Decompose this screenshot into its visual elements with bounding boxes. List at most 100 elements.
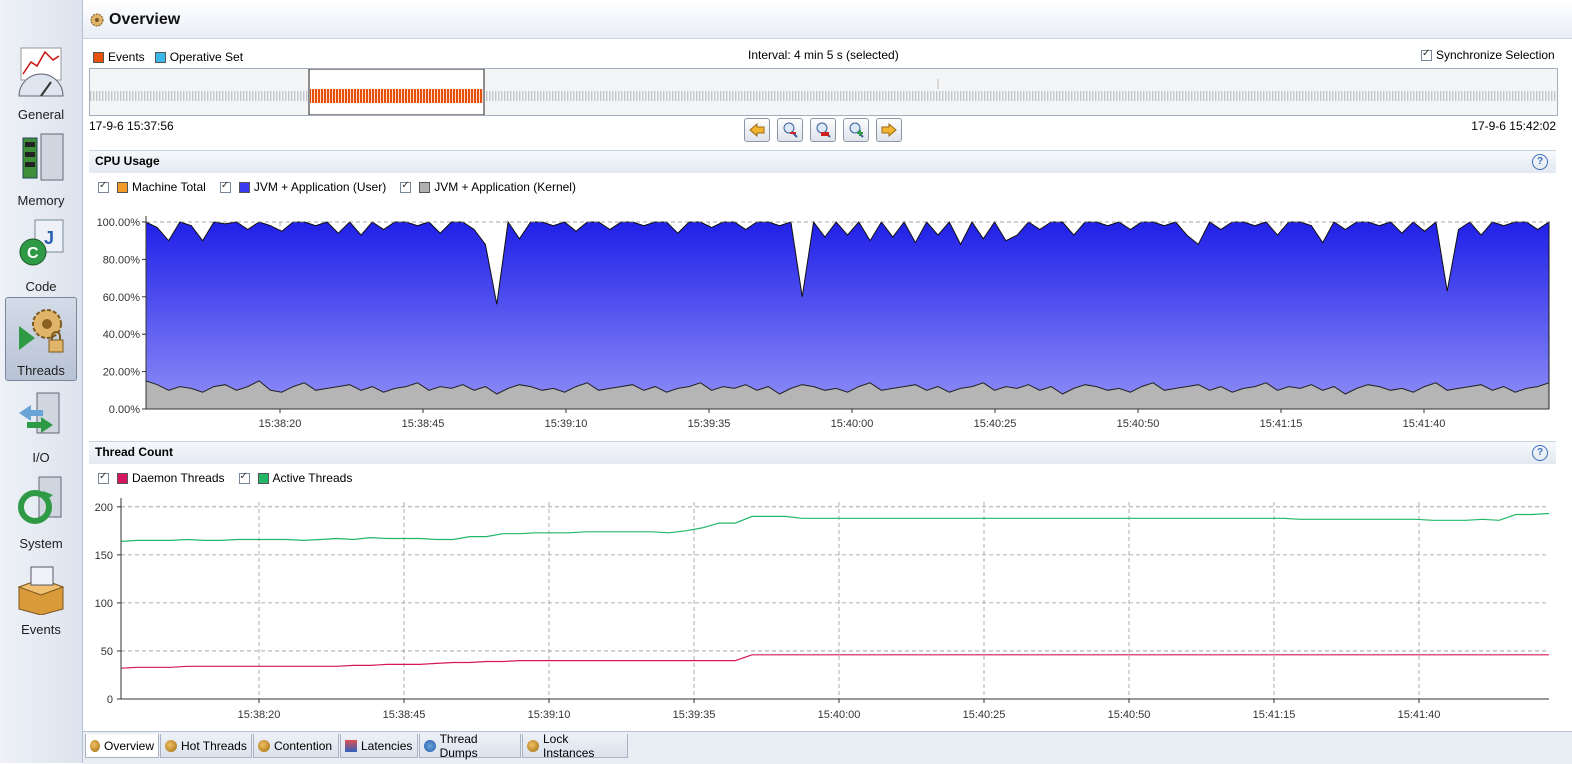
events-legend-label: Events (108, 50, 145, 64)
thread-x-tick-label: 15:38:20 (238, 709, 281, 721)
nav-threads-label: Threads (17, 363, 65, 378)
nav-general-label: General (17, 107, 65, 122)
general-gauge-icon (18, 47, 64, 97)
operative-set-legend-label: Operative Set (169, 50, 244, 64)
tab-overview[interactable]: Overview (85, 734, 159, 758)
events-box-icon (17, 566, 65, 615)
nav-io-label: I/O (32, 450, 50, 465)
events-swatch (93, 51, 104, 63)
lock-instances-tab-icon (527, 739, 539, 752)
nav-system[interactable]: System (5, 469, 77, 553)
svg-text:C: C (27, 245, 39, 262)
thread-x-tick-label: 15:40:50 (1108, 709, 1151, 721)
active-threads-swatch (257, 472, 269, 484)
forward-arrow-icon (881, 123, 897, 137)
cpu-x-tick-label: 15:39:10 (545, 418, 588, 430)
thread-x-tick-label: 15:41:40 (1398, 709, 1441, 721)
timeline-start-time: 17-9-6 15:37:56 (89, 119, 174, 133)
back-arrow-icon (749, 123, 765, 137)
synchronize-checkbox[interactable] (1421, 48, 1432, 61)
thread-x-tick-label: 15:39:10 (528, 709, 571, 721)
thread-dumps-tab-icon (424, 739, 436, 752)
memory-chip-icon (22, 133, 64, 181)
main-panel: Overview Events Operative Set Interval: … (83, 0, 1572, 764)
tab-contention[interactable]: Contention (253, 734, 339, 758)
cpu-x-tick-label: 15:38:45 (402, 418, 445, 430)
tab-hot-threads[interactable]: Hot Threads (160, 734, 252, 758)
nav-io[interactable]: I/O (5, 383, 77, 467)
thread-x-tick-label: 15:40:25 (963, 709, 1006, 721)
tab-latencies[interactable]: Latencies (340, 734, 418, 758)
back-button[interactable] (744, 118, 770, 142)
jvm-user-checkbox[interactable] (219, 180, 231, 193)
daemon-threads-line (120, 654, 1549, 669)
zoom-in-button[interactable] (843, 118, 869, 142)
cpu-usage-chart: 0.00% 20.00% 40.00% 60.00% 80.00% 100.00% 15:3… (97, 216, 1550, 430)
thread-count-title: Thread Count (95, 445, 173, 459)
code-icon: J C (19, 219, 64, 266)
zoom-out-button[interactable] (777, 118, 803, 142)
cpu-x-tick-label: 15:40:50 (1117, 418, 1160, 430)
thread-x-tick-label: 15:41:15 (1253, 709, 1296, 721)
nav-code-label: Code (25, 279, 57, 294)
tab-thread-dumps-label: Thread Dumps (439, 731, 478, 760)
cpu-x-tick-label: 15:41:40 (1403, 418, 1446, 430)
jvm-kernel-swatch (419, 181, 431, 193)
timeline-end-time: 17-9-6 15:42:02 (1471, 119, 1556, 133)
machine-total-swatch (117, 181, 128, 193)
tab-latencies-label: Latencies (361, 738, 413, 753)
forward-button[interactable] (876, 118, 902, 142)
thread-x-tick-label: 15:39:35 (673, 709, 716, 721)
cpu-help-icon[interactable]: ? (1532, 154, 1548, 170)
thread-y-tick-label: 50 (101, 646, 113, 658)
tab-lock-instances[interactable]: Lock Instances (522, 731, 628, 760)
thread-y-tick-label: 150 (95, 550, 113, 562)
zoom-selection-icon (816, 122, 831, 138)
tab-lock-instances-label: Lock Instances (543, 731, 595, 760)
machine-total-label: Machine Total (132, 180, 206, 194)
operative-set-swatch (154, 51, 166, 63)
cpu-x-tick-label: 15:41:15 (1260, 418, 1303, 430)
jvm-kernel-checkbox[interactable] (400, 180, 412, 193)
threads-gears-icon (19, 309, 64, 353)
cpu-y-tick-label: 100.00% (97, 217, 141, 229)
cpu-usage-section-header: CPU Usage ? (89, 150, 1556, 173)
cpu-y-tick-label: 0.00% (109, 404, 140, 416)
nav-memory[interactable]: Memory (5, 126, 77, 210)
zoom-out-icon (783, 122, 798, 138)
jvm-user-label: JVM + Application (User) (253, 180, 387, 194)
nav-system-label: System (19, 536, 63, 551)
synchronize-label: Synchronize Selection (1436, 48, 1555, 62)
cpu-x-tick-label: 15:38:20 (259, 418, 302, 430)
nav-events[interactable]: Events (5, 555, 77, 639)
daemon-threads-checkbox[interactable] (98, 471, 109, 484)
active-threads-checkbox[interactable] (238, 471, 250, 484)
thread-x-tick-label: 15:40:00 (818, 709, 861, 721)
synchronize-selection[interactable]: Synchronize Selection (1421, 48, 1555, 62)
tab-thread-dumps[interactable]: Thread Dumps (419, 731, 521, 760)
latencies-tab-icon (345, 739, 357, 752)
timeline-range-selector[interactable] (89, 68, 1558, 116)
cpu-x-tick-label: 15:40:00 (831, 418, 874, 430)
cpu-y-tick-label: 60.00% (103, 292, 141, 304)
active-threads-line (120, 512, 1550, 542)
nav-threads[interactable]: Threads (5, 297, 77, 381)
zoom-selection-button[interactable] (810, 118, 836, 142)
timeline-selected-events (310, 89, 483, 103)
jvm-kernel-area (145, 380, 1550, 410)
thread-legend: Daemon Threads Active Threads (98, 471, 352, 485)
io-icon (19, 392, 60, 434)
daemon-threads-swatch (117, 472, 128, 484)
thread-y-tick-label: 100 (95, 598, 113, 610)
page-title: Overview (109, 11, 181, 28)
machine-total-checkbox[interactable] (98, 180, 109, 193)
timeline-event-ticks (90, 91, 1557, 101)
nav-memory-label: Memory (17, 193, 65, 208)
cpu-x-tick-label: 15:40:25 (974, 418, 1017, 430)
active-threads-label: Active Threads (272, 471, 353, 485)
nav-general[interactable]: General (5, 40, 77, 124)
overview-tab-icon (90, 739, 100, 752)
jvm-user-swatch (238, 181, 250, 193)
thread-help-icon[interactable]: ? (1532, 445, 1548, 461)
nav-code[interactable]: J C Code (5, 212, 77, 296)
